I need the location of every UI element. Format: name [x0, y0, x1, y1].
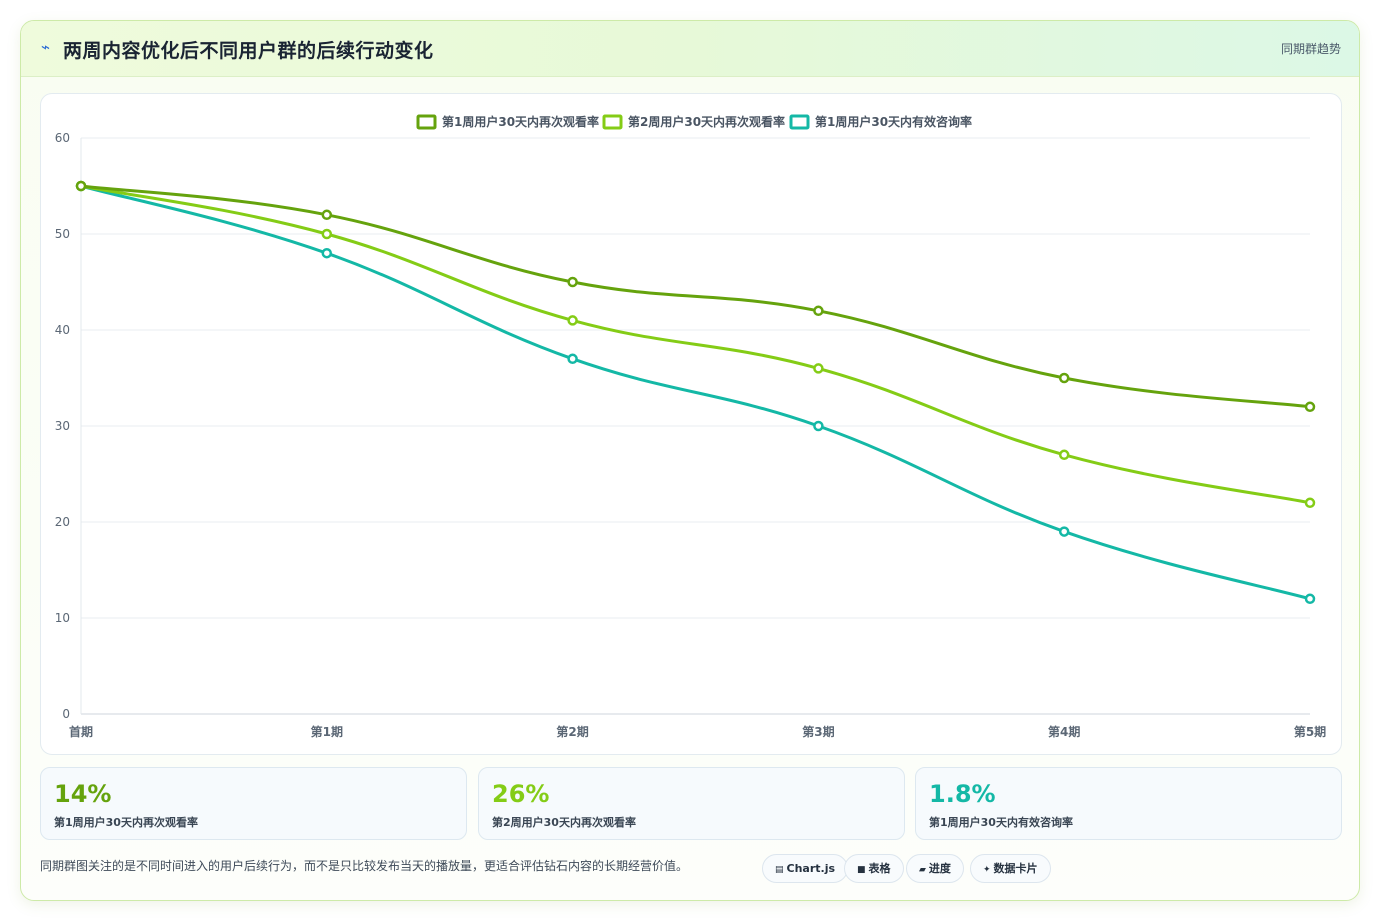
x-tick-label: 首期 — [69, 724, 93, 739]
data-point — [1304, 401, 1316, 413]
progress-icon: ▰ — [919, 865, 926, 875]
x-tick-label: 第4期 — [1048, 724, 1080, 739]
data-point — [75, 180, 87, 192]
data-point — [1058, 449, 1070, 461]
y-tick-label: 10 — [55, 611, 70, 625]
data-point — [321, 209, 333, 221]
card-tag: 同期群趋势 — [1280, 42, 1341, 56]
sparkle-icon: ✦ — [983, 865, 991, 875]
data-point — [1058, 526, 1070, 537]
legend-label: 第2周用户30天内再次观看率 — [628, 114, 785, 129]
stat-value: 1.8% — [929, 780, 996, 808]
data-point — [1304, 593, 1316, 605]
card-title: 两周内容优化后不同用户群的后续行动变化 — [63, 40, 434, 62]
data-point — [567, 353, 578, 365]
data-point — [321, 247, 333, 259]
y-tick-label: 40 — [55, 323, 70, 337]
data-point — [321, 228, 333, 240]
footnote: 同期群图关注的是不同时间进入的用户后续行为，而不是只比较发布当天的播放量，更适合… — [40, 859, 689, 873]
card-header: ⌁ 两周内容优化后不同用户群的后续行动变化 同期群趋势 — [21, 21, 1359, 77]
chip-label: 进度 — [928, 862, 951, 875]
stat-value: 26% — [492, 780, 550, 808]
legend-swatch — [789, 114, 810, 130]
data-point — [1304, 497, 1316, 509]
table-icon: ■ — [857, 865, 866, 875]
chip-progress[interactable]: ▰ 进度 — [906, 854, 964, 883]
y-tick-label: 20 — [55, 515, 70, 529]
stat-card-2: 26% 第2周用户30天内再次观看率 — [478, 767, 905, 840]
data-point — [813, 305, 824, 317]
data-point — [567, 315, 578, 326]
chart-card: ⌁ 两周内容优化后不同用户群的后续行动变化 同期群趋势 0 10 20 30 40 50 6… — [20, 20, 1360, 901]
chart-panel: 0 10 20 30 40 50 60 首期 第1期 第2期 第3期 第4期 第5期 第1周用户30天内再… — [40, 93, 1342, 755]
stat-card-1: 14% 第1周用户30天内再次观看率 — [40, 767, 467, 840]
stat-label: 第1周用户30天内再次观看率 — [54, 816, 198, 829]
data-point — [813, 363, 824, 374]
x-tick-label: 第5期 — [1294, 724, 1326, 739]
stat-label: 第2周用户30天内再次观看率 — [492, 816, 636, 829]
x-tick-label: 第3期 — [802, 724, 834, 739]
series-line — [79, 184, 1312, 505]
legend-label: 第1周用户30天内再次观看率 — [442, 114, 599, 129]
y-tick-label: 60 — [55, 131, 70, 145]
chip-label: 数据卡片 — [993, 862, 1038, 875]
line-chart: 0 10 20 30 40 50 60 首期 第1期 第2期 第3期 第4期 第5期 第1周用户30天内再… — [55, 114, 1326, 739]
data-point — [567, 276, 578, 288]
y-tick-label: 0 — [62, 707, 70, 721]
legend-label: 第1周用户30天内有效咨询率 — [815, 114, 972, 129]
series-line — [79, 184, 1312, 601]
chart-icon: ▤ — [775, 865, 784, 875]
chip-chartjs[interactable]: ▤ Chart.js — [762, 854, 849, 883]
lightning-icon: ⌁ — [41, 38, 51, 56]
legend-swatch — [602, 114, 623, 130]
x-tick-label: 第2期 — [556, 724, 588, 739]
chip-label: Chart.js — [786, 862, 836, 875]
stat-value: 14% — [54, 780, 112, 808]
legend-swatch — [416, 114, 437, 130]
y-tick-label: 50 — [55, 227, 70, 241]
chip-table[interactable]: ■ 表格 — [844, 854, 904, 883]
stat-label: 第1周用户30天内有效咨询率 — [929, 816, 1073, 829]
chip-label: 表格 — [868, 862, 891, 875]
series-line — [79, 184, 1312, 409]
x-tick-label: 第1期 — [311, 724, 343, 739]
stat-card-3: 1.8% 第1周用户30天内有效咨询率 — [915, 767, 1342, 840]
data-point — [813, 420, 824, 432]
chip-data-card[interactable]: ✦ 数据卡片 — [970, 854, 1051, 883]
y-tick-label: 30 — [55, 419, 70, 433]
data-point — [1058, 372, 1070, 384]
